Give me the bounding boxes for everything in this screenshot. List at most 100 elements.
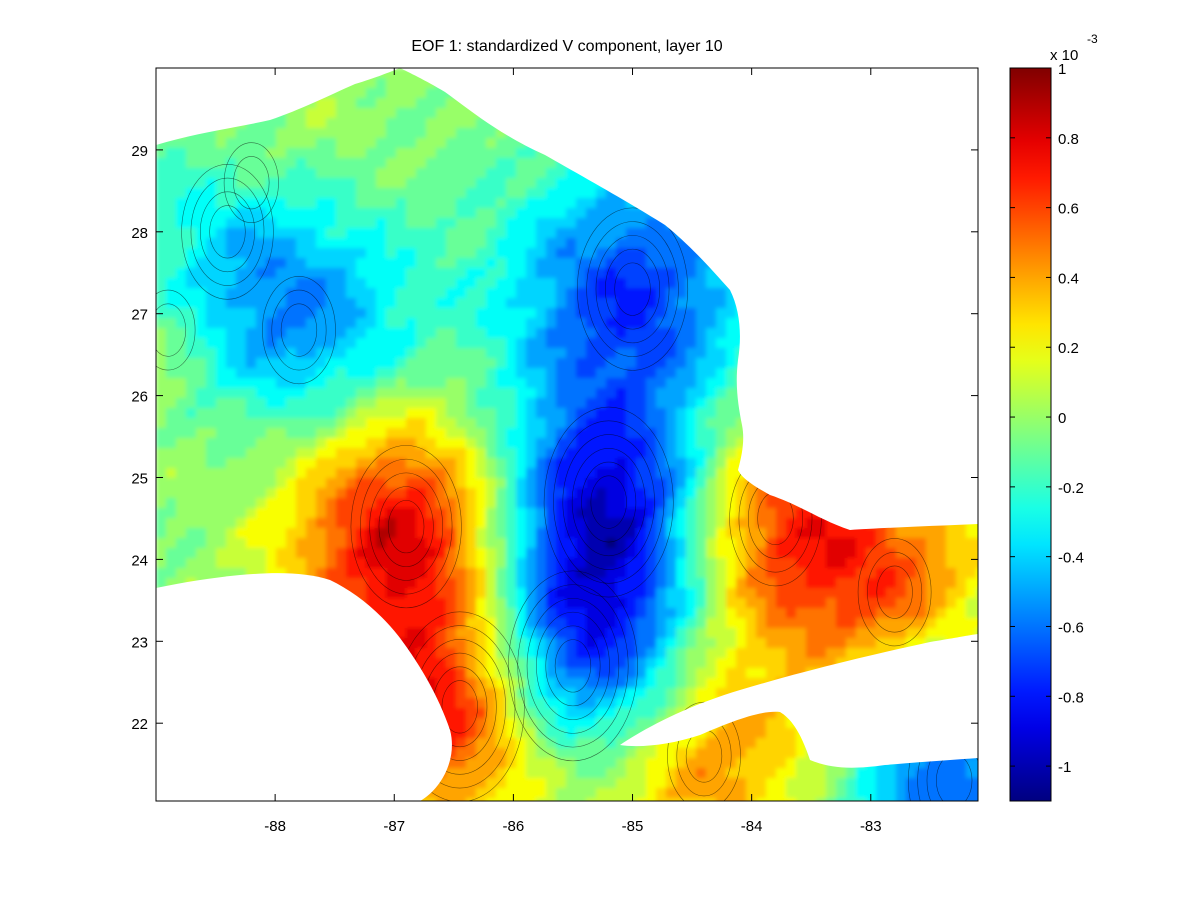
contour-cell [466,488,477,499]
contour-cell [316,408,327,419]
contour-cell [676,538,687,549]
contour-cell [436,348,447,359]
contour-cell [516,598,527,609]
contour-cell [466,108,477,119]
contour-cell [566,178,577,189]
contour-cell [366,598,377,609]
contour-cell [236,158,247,169]
contour-cell [256,298,267,309]
contour-cell [616,208,627,219]
contour-cell [626,498,637,509]
contour-cell [406,218,417,229]
contour-cell [416,478,427,489]
contour-cell [256,318,267,329]
contour-cell [666,308,677,319]
contour-cell [716,398,727,409]
contour-cell [326,158,337,169]
contour-cell [456,438,467,449]
contour-cell [966,618,977,629]
contour-cell [466,338,477,349]
contour-cell [316,428,327,439]
contour-cell [546,588,557,599]
contour-cell [716,458,727,469]
contour-cell [596,268,607,279]
contour-cell [666,568,677,579]
contour-cell [296,388,307,399]
contour-cell [606,208,617,219]
contour-cell [686,248,697,259]
contour-cell [506,558,517,569]
contour-cell [596,398,607,409]
contour-cell [346,388,357,399]
contour-cell [456,658,467,669]
contour-cell [256,198,267,209]
contour-cell [166,578,177,589]
contour-cell [496,208,507,219]
contour-cell [586,288,597,299]
contour-cell [366,298,377,309]
contour-cell [226,548,237,559]
contour-cell [516,608,527,619]
contour-cell [726,308,737,319]
contour-cell [296,268,307,279]
contour-cell [326,278,337,289]
contour-cell [936,548,947,559]
contour-cell [306,388,317,399]
contour-cell [236,208,247,219]
contour-cell [976,558,978,569]
contour-cell [876,548,887,559]
contour-cell [696,478,707,489]
contour-cell [436,628,447,639]
contour-cell [646,258,657,269]
contour-cell [436,278,447,289]
contour-cell [496,338,507,349]
contour-cell [276,258,287,269]
contour-cell [526,478,537,489]
contour-cell [246,478,257,489]
contour-cell [716,428,727,439]
contour-cell [366,318,377,329]
contour-cell [676,528,687,539]
contour-cell [836,588,847,599]
contour-cell [496,228,507,239]
contour-cell [356,88,367,99]
contour-cell [556,248,567,259]
contour-cell [666,618,677,629]
contour-cell [196,258,207,269]
contour-cell [256,268,267,279]
contour-cell [506,328,517,339]
contour-cell [476,518,487,529]
contour-cell [606,338,617,349]
contour-cell [446,308,457,319]
contour-cell [706,498,717,509]
contour-cell [536,368,547,379]
contour-cell [676,258,687,269]
contour-cell [486,368,497,379]
contour-cell [476,268,487,279]
contour-cell [256,178,267,189]
contour-cell [466,148,477,159]
contour-cell [286,428,297,439]
contour-cell [266,448,277,459]
contour-cell [396,348,407,359]
contour-cell [466,588,477,599]
contour-cell [576,208,587,219]
contour-cell [566,608,577,619]
contour-cell [256,288,267,299]
contour-cell [296,528,307,539]
contour-cell [626,478,637,489]
contour-cell [616,238,627,249]
contour-cell [806,558,817,569]
contour-cell [736,448,747,459]
contour-cell [606,348,617,359]
contour-cell [206,468,217,479]
contour-cell [456,378,467,389]
contour-cell [426,568,437,579]
contour-cell [496,408,507,419]
contour-cell [726,438,737,449]
contour-cell [296,418,307,429]
contour-cell [866,548,877,559]
contour-cell [496,528,507,539]
contour-cell [556,188,567,199]
contour-cell [256,128,267,139]
